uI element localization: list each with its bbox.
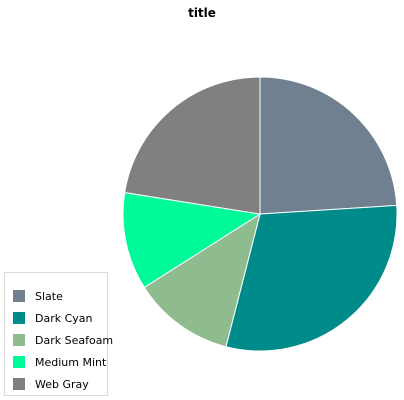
legend-item: Slate <box>13 287 63 305</box>
pie-slice-dark-cyan <box>225 204 398 352</box>
legend-swatch <box>13 334 25 346</box>
legend-label: Medium Mint <box>35 355 107 369</box>
pie-slice-dark-seafoam <box>143 212 261 348</box>
legend-item: Dark Seafoam <box>13 331 113 349</box>
legend-item: Medium Mint <box>13 353 106 371</box>
legend-item: Web Gray <box>13 375 89 393</box>
legend: Slate Dark Cyan Dark Seafoam Medium Mint Web… <box>4 272 113 396</box>
legend-label: Dark Seafoam <box>35 333 114 347</box>
pie-slice-slate <box>259 76 398 215</box>
legend-swatch <box>13 290 25 302</box>
chart-title: title <box>188 6 216 20</box>
pie-slice-web-gray <box>124 76 261 215</box>
legend-item: Dark Cyan <box>13 309 93 327</box>
legend-label: Slate <box>35 289 63 303</box>
legend-swatch <box>13 378 25 390</box>
pie-slice-medium-mint <box>122 191 262 289</box>
legend-label: Dark Cyan <box>35 311 93 325</box>
legend-label: Web Gray <box>35 377 89 391</box>
legend-swatch <box>13 312 25 324</box>
legend-swatch <box>13 356 25 368</box>
